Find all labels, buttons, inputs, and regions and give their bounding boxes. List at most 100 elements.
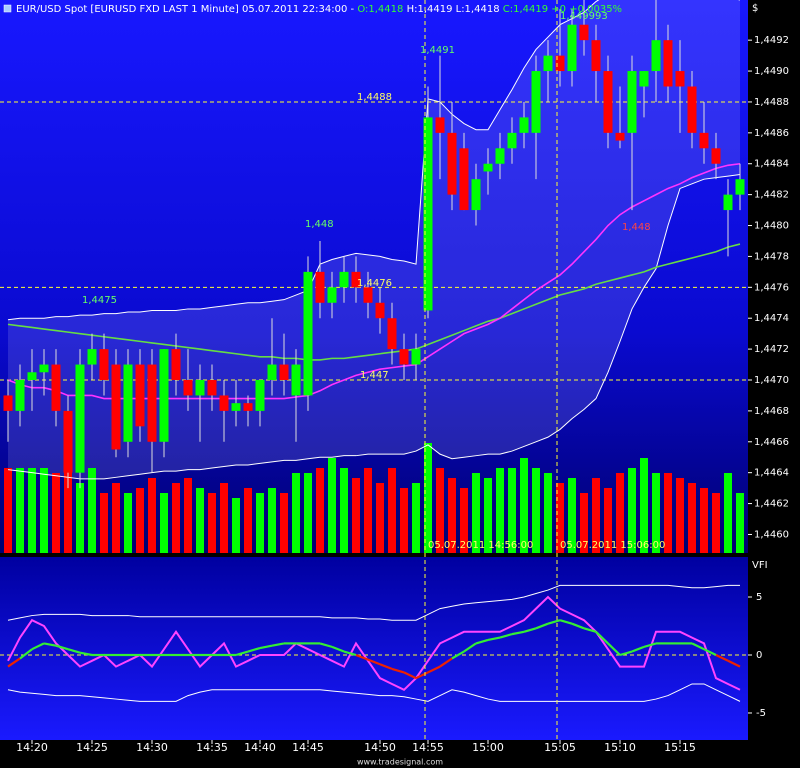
y-tick-label: 1,4464 <box>754 468 789 479</box>
volume-bar <box>196 488 204 553</box>
y-tick-label: 1,4486 <box>754 128 789 139</box>
volume-bar <box>316 468 324 553</box>
candle-body <box>567 24 577 72</box>
crosshair-label: 05.07.2011 15:06:00 <box>560 540 665 551</box>
candle-body <box>303 271 313 396</box>
price-annotation: 1,4491 <box>420 45 455 56</box>
vfi-segment <box>535 622 549 630</box>
vfi-segment <box>715 654 729 662</box>
vfi-segment <box>355 653 369 661</box>
candle-body <box>327 287 337 303</box>
candle-body <box>495 148 505 164</box>
volume-bar <box>664 473 672 553</box>
volume-bar <box>700 488 708 553</box>
vfi-segment <box>43 642 57 647</box>
volume-bar <box>292 473 300 553</box>
vfi-segment <box>631 645 645 653</box>
candle-body <box>411 349 421 365</box>
vfi-segment <box>31 642 45 651</box>
price-annotation: 1,4476 <box>357 278 392 289</box>
volume-bar <box>628 468 636 553</box>
volume-bar <box>100 493 108 553</box>
volume-bar <box>328 458 336 553</box>
x-tick-label: 14:40 <box>244 741 276 754</box>
candle-body <box>351 271 361 288</box>
volume-bar <box>448 478 456 553</box>
y-tick-label: 1,4478 <box>754 251 789 262</box>
volume-bar <box>412 483 420 553</box>
candle-body <box>27 372 37 380</box>
candle-body <box>663 40 673 87</box>
vfi-segment <box>67 648 81 654</box>
y-tick-label: 1,4488 <box>754 97 789 108</box>
volume-bar <box>232 498 240 553</box>
candle-body <box>471 179 481 211</box>
volume-bar <box>148 478 156 553</box>
x-tick-label: 14:30 <box>136 741 168 754</box>
candle-body <box>339 271 349 288</box>
candle-body <box>459 148 469 211</box>
title-part: H:1,4419 L:1,4418 <box>407 4 500 15</box>
vfi-segment <box>439 657 453 668</box>
volume-bar <box>544 473 552 553</box>
candle-body <box>207 379 217 396</box>
vfi-segment <box>643 642 657 648</box>
candle-body <box>183 379 193 396</box>
candle-body <box>219 395 229 411</box>
indicator-line <box>7 683 741 702</box>
candle-body <box>675 71 685 87</box>
volume-bar <box>568 478 576 553</box>
y-tick-label: 5 <box>756 592 762 603</box>
axis-label: $ <box>752 3 758 14</box>
price-annotation: 1,4488 <box>357 92 392 103</box>
vfi-segment <box>403 671 417 680</box>
volume-bar <box>112 483 120 553</box>
vfi-segment <box>259 644 273 650</box>
vfi-segment <box>727 659 741 668</box>
candle-body <box>195 379 205 396</box>
x-tick-label: 14:35 <box>196 741 228 754</box>
candle-body <box>231 403 241 411</box>
candle-body <box>159 349 169 442</box>
vfi-segment <box>499 633 513 639</box>
candle-body <box>507 132 517 149</box>
candle-body <box>15 379 25 411</box>
x-tick-label: 15:05 <box>544 741 576 754</box>
candle-body <box>483 163 493 172</box>
y-tick-label: -5 <box>756 708 766 719</box>
volume-bar <box>532 468 540 553</box>
volume-bar <box>520 458 528 553</box>
volume-bar <box>64 463 72 553</box>
volume-bar <box>304 473 312 553</box>
volume-bar <box>136 488 144 553</box>
crosshair-label: 05.07.2011 14:56:00 <box>428 540 533 551</box>
x-tick-label: 15:00 <box>472 741 504 754</box>
candle-body <box>591 40 601 72</box>
price-annotation: 1,447 <box>360 370 389 381</box>
candle-body <box>519 117 529 133</box>
candle-body <box>651 40 661 72</box>
candle-body <box>423 117 433 311</box>
vfi-segment <box>463 642 477 653</box>
volume-bar <box>424 443 432 553</box>
vfi-segment <box>235 650 249 657</box>
volume-bar <box>160 493 168 553</box>
volume-bar <box>76 483 84 553</box>
vfi-segment <box>247 646 261 653</box>
volume-bar <box>256 493 264 553</box>
vfi-segment <box>703 648 717 656</box>
vfi-segment <box>547 619 561 625</box>
vfi-segment <box>427 665 441 674</box>
volume-bar <box>736 493 744 553</box>
vfi-segment <box>343 650 357 657</box>
y-tick-label: 1,4480 <box>754 221 789 232</box>
candle-body <box>147 364 157 442</box>
vfi-segment <box>319 642 333 648</box>
candle-body <box>39 364 49 373</box>
candle-body <box>711 148 721 164</box>
indicator-line <box>7 595 741 691</box>
y-tick-label: 1,4482 <box>754 190 789 201</box>
candle-body <box>399 349 409 365</box>
candle-body <box>687 86 697 133</box>
